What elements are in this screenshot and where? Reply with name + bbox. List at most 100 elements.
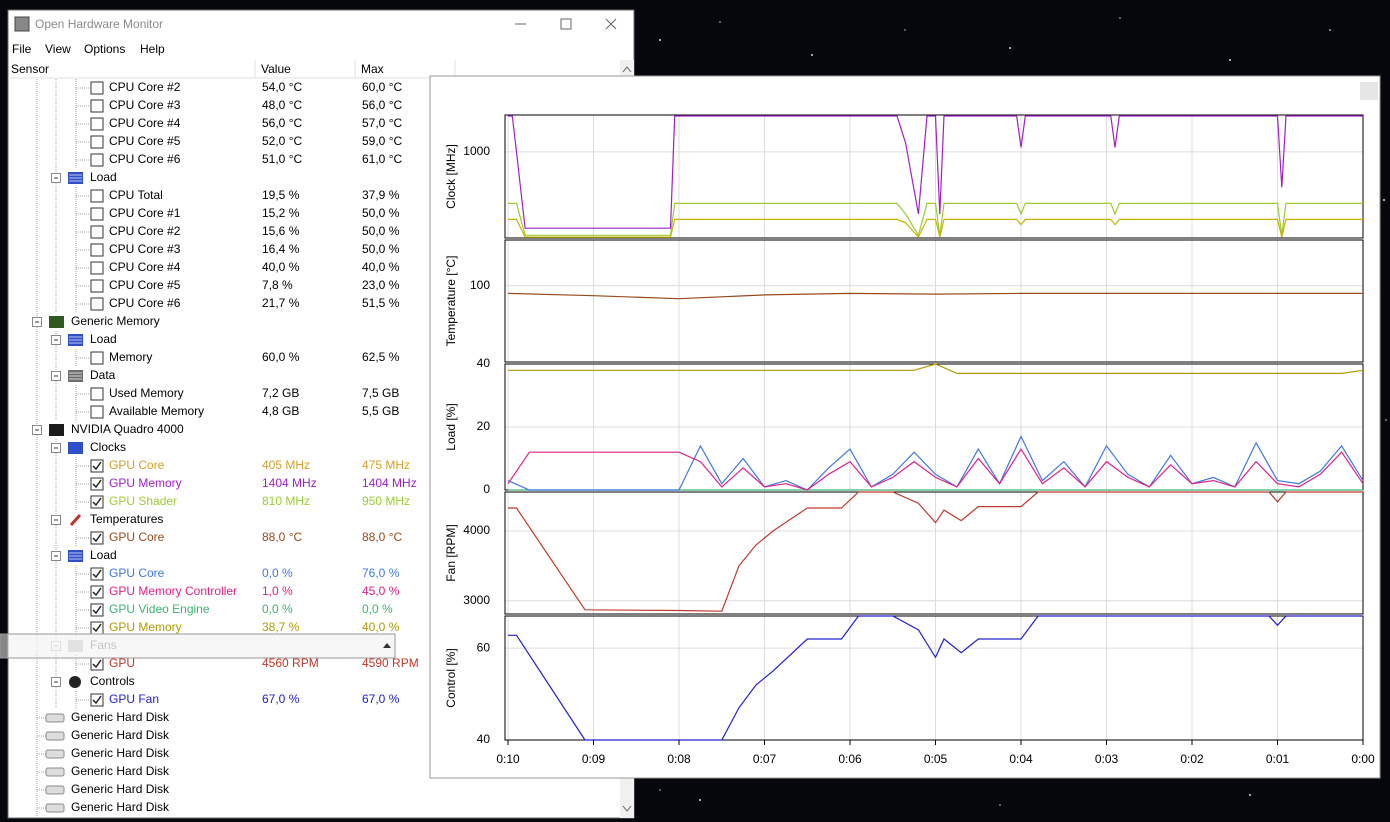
tree-row[interactable]: Load	[36, 169, 117, 187]
checkbox[interactable]	[90, 603, 104, 617]
tree-row[interactable]: NVIDIA Quadro 4000	[32, 421, 185, 439]
checkbox[interactable]	[90, 531, 104, 545]
checkbox[interactable]	[90, 297, 104, 311]
tree-row[interactable]: GPU Video Engine 0,0 % 0,0 %	[36, 601, 393, 619]
tree-row[interactable]: CPU Total 19,5 % 37,9 %	[36, 187, 400, 205]
tree-row[interactable]: CPU Core #2 15,6 % 50,0 %	[36, 223, 400, 241]
tree-row[interactable]: GPU Core 0,0 % 76,0 %	[36, 565, 400, 583]
plot-close-button[interactable]	[1360, 82, 1378, 100]
sensor-max: 45,0 %	[362, 584, 400, 598]
sensor-group: Load	[90, 332, 117, 346]
y-axis-label: Temperature [°C]	[444, 256, 458, 347]
tree-row[interactable]: Load	[36, 547, 117, 565]
tree-row[interactable]: GPU Shader 810 MHz 950 MHz	[36, 493, 410, 511]
tree-row[interactable]: Load	[36, 331, 117, 349]
sensor-name: GPU Memory	[109, 476, 182, 490]
tree-row[interactable]: Memory 60,0 % 62,5 %	[36, 349, 400, 367]
tree-row[interactable]: GPU 4560 RPM 4590 RPM	[36, 655, 419, 673]
tree-row[interactable]: Generic Hard Disk	[36, 727, 170, 745]
tree-row[interactable]: Temperatures	[36, 511, 163, 529]
tree-row[interactable]: Data	[36, 367, 116, 385]
icon	[49, 316, 64, 328]
menu-item[interactable]: Options	[84, 42, 125, 56]
checkbox[interactable]	[90, 99, 104, 113]
tree-row[interactable]: GPU Fan 67,0 % 67,0 %	[36, 691, 400, 709]
checkbox[interactable]	[90, 189, 104, 203]
tree-row[interactable]: Clocks	[36, 439, 126, 457]
sensor-name: GPU Core	[109, 458, 165, 472]
menu-item[interactable]: View	[45, 42, 71, 56]
tree-row[interactable]: CPU Core #5 7,8 % 23,0 %	[36, 277, 400, 295]
sensor-group: Data	[90, 368, 116, 382]
x-tick-label: 0:04	[1009, 752, 1033, 766]
tree-row[interactable]: CPU Core #4 40,0 % 40,0 %	[36, 259, 400, 277]
checkbox[interactable]	[90, 135, 104, 149]
checkbox[interactable]	[90, 225, 104, 239]
sensor-name: GPU Core	[109, 530, 165, 544]
tree-row[interactable]: CPU Core #5 52,0 °C 59,0 °C	[36, 133, 402, 151]
tree-row[interactable]: GPU Core 88,0 °C 88,0 °C	[36, 529, 402, 547]
tree-row[interactable]: GPU Core 405 MHz 475 MHz	[36, 457, 410, 475]
column-header[interactable]: Value	[261, 62, 291, 76]
checkbox[interactable]	[90, 477, 104, 491]
checkmark	[92, 497, 102, 507]
sensor-value: 16,4 %	[262, 242, 300, 256]
y-tick-label: 3000	[463, 593, 490, 607]
sensor-group: Generic Hard Disk	[71, 800, 170, 814]
checkbox[interactable]	[90, 459, 104, 473]
icon	[49, 424, 64, 436]
tree-row[interactable]: CPU Core #6 51,0 °C 61,0 °C	[36, 151, 402, 169]
sensor-group: Temperatures	[90, 512, 163, 526]
checkbox[interactable]	[90, 495, 104, 509]
checkbox[interactable]	[90, 585, 104, 599]
column-header[interactable]: Sensor	[11, 62, 49, 76]
checkbox[interactable]	[90, 387, 104, 401]
tree-row[interactable]: Used Memory 7,2 GB 7,5 GB	[36, 385, 399, 403]
tree-row[interactable]: CPU Core #1 15,2 % 50,0 %	[36, 205, 400, 223]
checkbox[interactable]	[90, 207, 104, 221]
checkmark	[92, 479, 102, 489]
checkbox[interactable]	[90, 243, 104, 257]
tree-row[interactable]: CPU Core #3 16,4 % 50,0 %	[36, 241, 400, 259]
sensor-name: GPU Shader	[109, 494, 177, 508]
x-tick-label: 0:05	[924, 752, 948, 766]
tree-row[interactable]: CPU Core #6 21,7 % 51,5 %	[36, 295, 400, 313]
column-header[interactable]: Max	[361, 62, 384, 76]
tree-row[interactable]: Generic Memory	[32, 313, 160, 331]
checkbox[interactable]	[90, 261, 104, 275]
tree-row[interactable]: Available Memory 4,8 GB 5,5 GB	[36, 403, 399, 421]
sensor-value: 21,7 %	[262, 296, 300, 310]
tree-row[interactable]: Controls	[36, 673, 135, 691]
checkbox[interactable]	[90, 279, 104, 293]
tree-row[interactable]: GPU Memory Controller 1,0 % 45,0 %	[36, 583, 400, 601]
tree-row[interactable]: GPU Memory 38,7 % 40,0 %	[36, 619, 400, 637]
tree-row[interactable]: Generic Hard Disk	[36, 763, 170, 781]
checkbox[interactable]	[90, 621, 104, 635]
tree-row[interactable]: Generic Hard Disk	[36, 781, 170, 799]
checkbox[interactable]	[90, 657, 104, 671]
menu-item[interactable]: File	[12, 42, 32, 56]
checkbox[interactable]	[90, 405, 104, 419]
checkbox[interactable]	[90, 351, 104, 365]
menu-item[interactable]: Help	[140, 42, 165, 56]
tree-row[interactable]: Generic Hard Disk	[36, 745, 170, 763]
tree-row[interactable]: CPU Core #3 48,0 °C 56,0 °C	[36, 97, 402, 115]
y-tick-label: 40	[477, 356, 491, 370]
tree-row[interactable]: CPU Core #2 54,0 °C 60,0 °C	[36, 79, 402, 97]
tree-row[interactable]: Generic Hard Disk	[36, 709, 170, 727]
scroll-up[interactable]	[622, 66, 632, 73]
close-button[interactable]	[605, 18, 617, 30]
checkbox[interactable]	[90, 153, 104, 167]
tree-row[interactable]: Generic Hard Disk	[36, 799, 170, 817]
checkbox[interactable]	[90, 567, 104, 581]
menu-bar: File View Options Help	[12, 42, 165, 56]
sensor-value: 7,8 %	[262, 278, 293, 292]
checkbox[interactable]	[90, 117, 104, 131]
scroll-down[interactable]	[622, 805, 632, 812]
tree-row[interactable]: CPU Core #4 56,0 °C 57,0 °C	[36, 115, 402, 133]
checkbox[interactable]	[90, 693, 104, 707]
checkbox[interactable]	[90, 81, 104, 95]
maximize-button[interactable]	[560, 18, 572, 30]
tree-row[interactable]: GPU Memory 1404 MHz 1404 MHz	[36, 475, 417, 493]
